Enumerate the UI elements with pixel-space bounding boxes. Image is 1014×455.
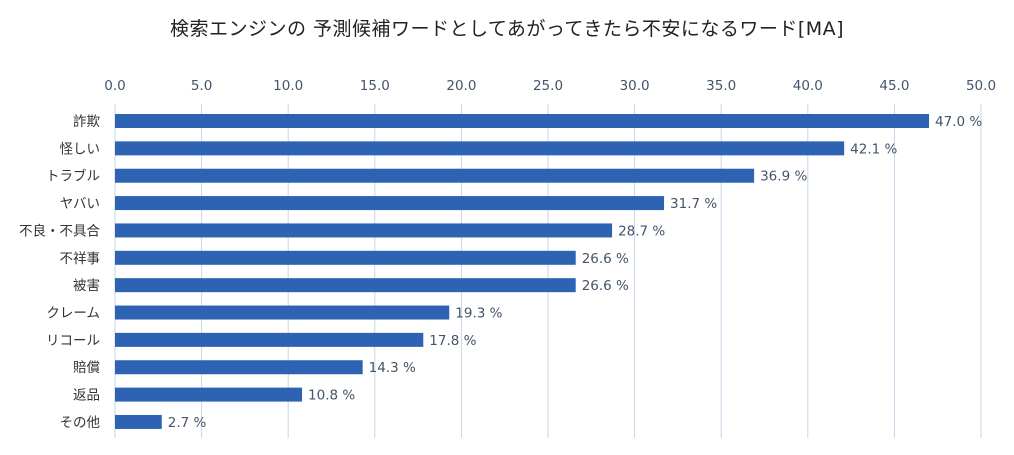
bar xyxy=(115,387,303,402)
category-label: リコール xyxy=(46,333,100,349)
x-tick-label: 0.0 xyxy=(104,78,125,94)
bar xyxy=(115,250,576,265)
data-label: 19.3 % xyxy=(455,306,502,322)
bar xyxy=(115,196,665,211)
x-axis-ticks: 0.0 5.0 10.0 15.0 20.0 25.0 30.0 35.0 40.0 45.0 50… xyxy=(104,78,996,94)
bar xyxy=(115,168,755,183)
data-label: 42.1 % xyxy=(850,141,897,157)
bar xyxy=(115,332,424,347)
category-label: 詐欺 xyxy=(73,114,100,130)
data-label: 10.8 % xyxy=(308,388,355,404)
chart-title: 検索エンジンの 予測候補ワードとしてあがってきたら不安になるワード[MA] xyxy=(169,18,845,40)
x-tick-label: 50.0 xyxy=(966,78,996,94)
category-label: 被害 xyxy=(73,278,100,294)
data-label: 31.7 % xyxy=(670,196,717,212)
category-label: トラブル xyxy=(46,168,100,185)
x-tick-label: 25.0 xyxy=(533,78,563,94)
bar xyxy=(115,114,930,128)
bar xyxy=(115,360,363,375)
category-label: 不良・不具合 xyxy=(19,223,100,239)
x-tick-label: 20.0 xyxy=(446,78,476,94)
bar xyxy=(115,414,162,429)
data-labels: 47.0 % 42.1 % 36.9 % 31.7 % 28.7 % 26.6 % 26.6… xyxy=(168,114,983,431)
bars xyxy=(115,114,930,429)
data-label: 28.7 % xyxy=(618,223,665,239)
bar xyxy=(115,141,845,156)
category-label: 怪しい xyxy=(60,141,101,157)
category-label: ヤバい xyxy=(60,196,100,212)
x-tick-label: 45.0 xyxy=(879,78,909,94)
data-label: 36.9 % xyxy=(760,169,807,185)
x-tick-label: 5.0 xyxy=(191,78,212,94)
bar xyxy=(115,278,576,293)
x-tick-label: 30.0 xyxy=(620,78,650,94)
x-tick-label: 40.0 xyxy=(793,78,823,94)
bar xyxy=(115,305,450,320)
category-label: 返品 xyxy=(73,388,100,404)
category-label: その他 xyxy=(60,415,101,431)
data-label: 26.6 % xyxy=(582,278,629,294)
x-tick-label: 35.0 xyxy=(706,78,736,94)
data-label: 47.0 % xyxy=(935,114,982,130)
x-tick-label: 15.0 xyxy=(360,78,390,94)
bar xyxy=(115,223,613,238)
category-label: 賠償 xyxy=(73,360,100,376)
x-tick-label: 10.0 xyxy=(273,78,303,94)
gridlines xyxy=(114,104,982,438)
data-label: 2.7 % xyxy=(168,415,207,431)
data-label: 26.6 % xyxy=(582,251,629,267)
category-label: 不祥事 xyxy=(60,251,101,267)
data-label: 14.3 % xyxy=(369,360,416,376)
data-label: 17.8 % xyxy=(429,333,476,349)
category-label: クレーム xyxy=(46,306,100,322)
